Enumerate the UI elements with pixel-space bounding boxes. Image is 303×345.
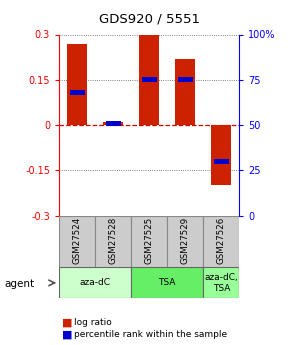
Text: ■: ■	[62, 330, 73, 339]
Bar	[175, 59, 195, 125]
Text: aza-dC: aza-dC	[80, 278, 111, 287]
Text: aza-dC,
TSA: aza-dC, TSA	[205, 273, 238, 293]
Text: GSM27526: GSM27526	[217, 217, 226, 264]
Text: TSA: TSA	[158, 278, 176, 287]
Text: GSM27525: GSM27525	[145, 217, 154, 264]
Bar	[211, 125, 231, 186]
FancyBboxPatch shape	[131, 267, 203, 298]
FancyBboxPatch shape	[95, 216, 131, 267]
Text: percentile rank within the sample: percentile rank within the sample	[74, 330, 227, 339]
Bar	[214, 159, 229, 164]
Bar	[142, 77, 157, 82]
FancyBboxPatch shape	[167, 216, 203, 267]
FancyBboxPatch shape	[59, 267, 131, 298]
Bar	[139, 34, 159, 125]
Text: agent: agent	[5, 279, 35, 288]
FancyBboxPatch shape	[131, 216, 167, 267]
Text: GSM27529: GSM27529	[181, 217, 190, 264]
Bar	[103, 122, 123, 125]
Text: GDS920 / 5551: GDS920 / 5551	[99, 12, 200, 25]
Text: log ratio: log ratio	[74, 318, 112, 327]
Bar	[178, 77, 193, 82]
Bar	[106, 120, 121, 126]
Text: GSM27524: GSM27524	[73, 217, 82, 264]
FancyBboxPatch shape	[59, 216, 95, 267]
Text: GSM27528: GSM27528	[109, 217, 118, 264]
Bar	[70, 90, 85, 95]
FancyBboxPatch shape	[203, 267, 239, 298]
Text: ■: ■	[62, 318, 73, 327]
FancyBboxPatch shape	[203, 216, 239, 267]
Bar	[67, 43, 87, 125]
